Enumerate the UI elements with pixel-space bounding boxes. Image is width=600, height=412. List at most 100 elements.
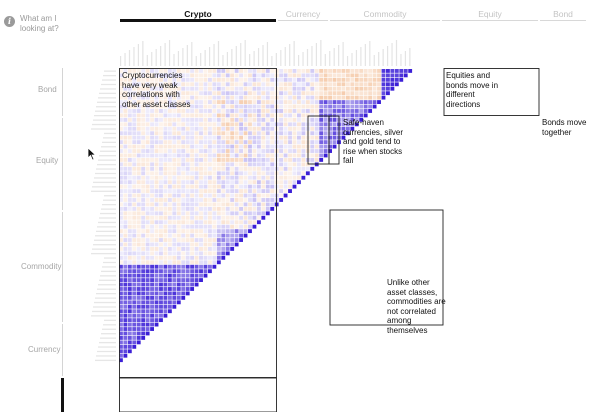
heatmap-cell[interactable]: [119, 224, 123, 229]
heatmap-cell[interactable]: [199, 117, 203, 122]
heatmap-cell[interactable]: [132, 211, 137, 216]
heatmap-cell[interactable]: [136, 233, 141, 238]
heatmap-cell[interactable]: [265, 184, 270, 189]
heatmap-cell[interactable]: [350, 82, 355, 87]
heatmap-cell[interactable]: [212, 153, 217, 158]
heatmap-cell[interactable]: [283, 140, 288, 145]
heatmap-cell[interactable]: [230, 100, 235, 104]
heatmap-cell[interactable]: [248, 73, 252, 78]
heatmap-cell[interactable]: [377, 100, 381, 104]
heatmap-cell[interactable]: [119, 175, 123, 180]
heatmap-cell[interactable]: [270, 193, 275, 198]
heatmap-cell[interactable]: [119, 162, 123, 167]
heatmap-cell[interactable]: [225, 153, 230, 158]
heatmap-cell[interactable]: [181, 233, 186, 238]
heatmap-cell[interactable]: [225, 180, 230, 185]
heatmap-cell[interactable]: [145, 304, 150, 309]
heatmap-cell[interactable]: [230, 77, 235, 82]
heatmap-cell[interactable]: [167, 82, 172, 87]
heatmap-cell[interactable]: [199, 175, 203, 180]
heatmap-cell[interactable]: [119, 358, 123, 363]
heatmap-cell[interactable]: [194, 260, 199, 265]
heatmap-cell[interactable]: [221, 180, 226, 185]
heatmap-cell[interactable]: [194, 224, 199, 229]
heatmap-cell[interactable]: [119, 117, 123, 122]
heatmap-cell[interactable]: [328, 109, 332, 113]
heatmap-cell[interactable]: [332, 144, 337, 149]
heatmap-cell[interactable]: [270, 100, 275, 104]
heatmap-cell[interactable]: [172, 100, 177, 104]
heatmap-cell[interactable]: [359, 100, 364, 104]
heatmap-cell[interactable]: [176, 149, 181, 153]
heatmap-cell[interactable]: [163, 109, 168, 113]
heatmap-cell[interactable]: [176, 260, 181, 265]
heatmap-cell[interactable]: [270, 73, 275, 78]
heatmap-cell[interactable]: [314, 140, 319, 145]
heatmap-cell[interactable]: [163, 300, 168, 305]
heatmap-cell[interactable]: [194, 242, 199, 247]
heatmap-cell[interactable]: [150, 95, 154, 100]
heatmap-cell[interactable]: [377, 91, 381, 96]
heatmap-cell[interactable]: [185, 238, 190, 242]
heatmap-cell[interactable]: [239, 171, 243, 176]
heatmap-cell[interactable]: [372, 95, 377, 100]
heatmap-cell[interactable]: [132, 331, 137, 336]
heatmap-cell[interactable]: [119, 344, 123, 349]
heatmap-cell[interactable]: [185, 153, 190, 158]
heatmap-cell[interactable]: [203, 131, 208, 136]
heatmap-cell[interactable]: [203, 273, 208, 278]
heatmap-cell[interactable]: [283, 193, 288, 198]
heatmap-cell[interactable]: [159, 309, 163, 314]
heatmap-cell[interactable]: [230, 247, 235, 251]
heatmap-cell[interactable]: [119, 122, 123, 127]
heatmap-cell[interactable]: [136, 295, 141, 300]
heatmap-cell[interactable]: [136, 126, 141, 131]
heatmap-cell[interactable]: [256, 149, 261, 153]
heatmap-cell[interactable]: [252, 100, 257, 104]
heatmap-cell[interactable]: [159, 233, 163, 238]
heatmap-cell[interactable]: [181, 73, 186, 78]
heatmap-cell[interactable]: [159, 113, 163, 118]
heatmap-cell[interactable]: [150, 206, 154, 211]
heatmap-cell[interactable]: [172, 95, 177, 100]
heatmap-cell[interactable]: [256, 158, 261, 162]
heatmap-cell[interactable]: [123, 247, 128, 251]
heatmap-cell[interactable]: [203, 198, 208, 202]
heatmap-cell[interactable]: [328, 126, 332, 131]
heatmap-cell[interactable]: [176, 229, 181, 234]
heatmap-cell[interactable]: [119, 95, 123, 100]
heatmap-cell[interactable]: [119, 318, 123, 323]
heatmap-cell[interactable]: [145, 206, 150, 211]
heatmap-cell[interactable]: [239, 224, 243, 229]
heatmap-cell[interactable]: [310, 149, 315, 153]
heatmap-cell[interactable]: [194, 171, 199, 176]
heatmap-cell[interactable]: [225, 144, 230, 149]
heatmap-cell[interactable]: [181, 86, 186, 91]
heatmap-cell[interactable]: [256, 220, 261, 225]
heatmap-cell[interactable]: [194, 211, 199, 216]
heatmap-cell[interactable]: [163, 100, 168, 104]
heatmap-cell[interactable]: [297, 180, 301, 185]
heatmap-cell[interactable]: [243, 100, 248, 104]
heatmap-cell[interactable]: [208, 175, 212, 180]
heatmap-cell[interactable]: [172, 144, 177, 149]
heatmap-cell[interactable]: [288, 135, 292, 140]
heatmap-cell[interactable]: [127, 135, 132, 140]
heatmap-cell[interactable]: [150, 131, 154, 136]
heatmap-cell[interactable]: [150, 238, 154, 242]
heatmap-cell[interactable]: [341, 135, 346, 140]
heatmap-cell[interactable]: [123, 300, 128, 305]
heatmap-cell[interactable]: [172, 109, 177, 113]
heatmap-cell[interactable]: [341, 113, 346, 118]
heatmap-cell[interactable]: [248, 202, 252, 207]
heatmap-cell[interactable]: [127, 242, 132, 247]
heatmap-cell[interactable]: [359, 95, 364, 100]
heatmap-cell[interactable]: [132, 144, 137, 149]
heatmap-cell[interactable]: [297, 86, 301, 91]
heatmap-cell[interactable]: [288, 158, 292, 162]
heatmap-cell[interactable]: [194, 278, 199, 282]
heatmap-cell[interactable]: [132, 313, 137, 318]
heatmap-cell[interactable]: [208, 104, 212, 109]
heatmap-cell[interactable]: [283, 122, 288, 127]
heatmap-cell[interactable]: [252, 175, 257, 180]
